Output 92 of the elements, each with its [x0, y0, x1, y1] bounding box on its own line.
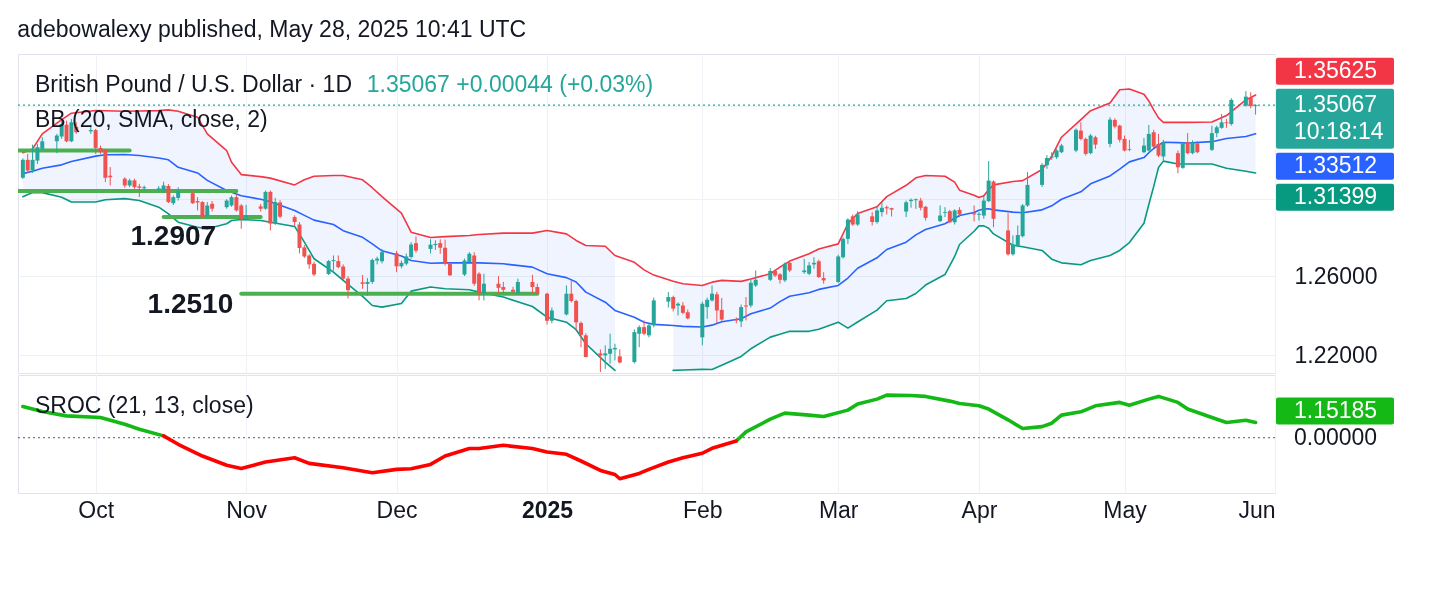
candlestick — [578, 320, 583, 348]
candlestick — [1180, 141, 1185, 170]
candlestick — [1156, 133, 1161, 158]
candlestick — [210, 200, 215, 213]
candlestick — [346, 275, 351, 299]
line-series — [22, 132, 1257, 328]
candlestick — [603, 344, 608, 370]
annotation: 10:18:14 — [1294, 118, 1384, 145]
candlestick — [598, 348, 603, 373]
candlestick — [574, 299, 579, 332]
candlestick — [1127, 139, 1132, 152]
candlestick — [651, 297, 656, 328]
candlestick — [530, 274, 535, 295]
candlestick — [1146, 124, 1151, 152]
x-tick-label: Mar — [818, 496, 859, 523]
candlestick — [782, 261, 787, 283]
annotation: 1.15185 — [1294, 397, 1378, 424]
candlestick — [278, 199, 283, 219]
x-tick-label: May — [1103, 496, 1148, 523]
candlestick — [370, 258, 375, 285]
candlestick — [413, 236, 418, 254]
candlestick — [166, 183, 171, 204]
candlestick — [1107, 116, 1112, 148]
candlestick — [700, 301, 705, 346]
candlestick — [297, 221, 302, 254]
candlestick — [845, 217, 850, 245]
candlestick — [777, 272, 782, 285]
candlestick — [545, 292, 550, 326]
candlestick — [743, 296, 748, 321]
candlestick — [676, 301, 681, 316]
candlestick — [1088, 133, 1093, 155]
candlestick — [1209, 125, 1214, 152]
candlestick — [103, 148, 108, 183]
candlestick — [394, 250, 399, 273]
y-tick-label: 1.26000 — [1294, 262, 1378, 289]
candlestick — [879, 201, 884, 218]
data-label: 1.35625 — [1294, 57, 1378, 84]
text: British Pound / U.S. Dollar · 1D — [35, 71, 353, 97]
x-tick-label: Dec — [376, 496, 418, 523]
candlestick — [20, 157, 25, 180]
annotation: 1.2907 — [130, 219, 217, 251]
candlestick — [1078, 121, 1083, 141]
candlestick — [25, 153, 30, 174]
annotation: 1.35067 — [1294, 91, 1378, 118]
candlestick — [913, 197, 918, 210]
candlestick — [991, 179, 996, 228]
candlestick — [1175, 150, 1180, 174]
candlestick — [30, 144, 35, 174]
candlestick — [268, 190, 273, 231]
candlestick — [564, 284, 569, 316]
annotation: 1.2510 — [147, 287, 234, 319]
candlestick — [632, 328, 637, 364]
candlestick — [583, 332, 588, 358]
candlestick — [938, 204, 943, 223]
candlestick — [273, 197, 278, 226]
ref-line-label: 0.00000 — [1294, 423, 1378, 450]
candlestick — [1040, 162, 1045, 188]
candlestick — [64, 120, 69, 143]
x-tick-label: Oct — [78, 496, 115, 523]
y-tick-label: 1.22000 — [1294, 341, 1378, 368]
candlestick — [244, 204, 249, 222]
candlestick — [942, 206, 947, 218]
chart-title: adebowalexy published, May 28, 2025 10:41 UTC — [17, 16, 527, 42]
annotation: 1.35067 +0.00044 (+0.03%) — [366, 71, 654, 97]
candlestick — [981, 194, 986, 220]
x-tick-label: Nov — [226, 496, 268, 523]
candlestick — [719, 297, 724, 322]
candlestick — [1006, 212, 1011, 257]
candlestick — [263, 190, 268, 211]
candlestick — [714, 291, 719, 324]
candlestick — [986, 160, 991, 203]
candlestick — [739, 304, 744, 328]
candlestick — [511, 286, 516, 295]
candlestick — [569, 279, 574, 304]
candlestick — [1185, 132, 1190, 155]
data-label: 1.31399 — [1294, 183, 1378, 210]
candlestick — [1074, 127, 1079, 153]
candlestick — [642, 319, 647, 336]
data-label: 1.33512 — [1294, 152, 1378, 179]
x-tick-label: 2025 — [521, 496, 574, 523]
candlestick — [69, 118, 74, 143]
candlestick — [1161, 139, 1166, 162]
chart-title: SROC (21, 13, close) — [35, 392, 254, 418]
x-tick-label: Feb — [682, 496, 723, 523]
x-tick-label: Apr — [961, 496, 998, 523]
candlestick — [443, 239, 448, 266]
x-tick-label: Jun — [1238, 496, 1276, 523]
candlestick — [1044, 154, 1049, 170]
candlestick — [331, 254, 336, 272]
candlestick — [481, 273, 486, 301]
candlestick — [1025, 171, 1030, 208]
candlestick — [816, 259, 821, 279]
